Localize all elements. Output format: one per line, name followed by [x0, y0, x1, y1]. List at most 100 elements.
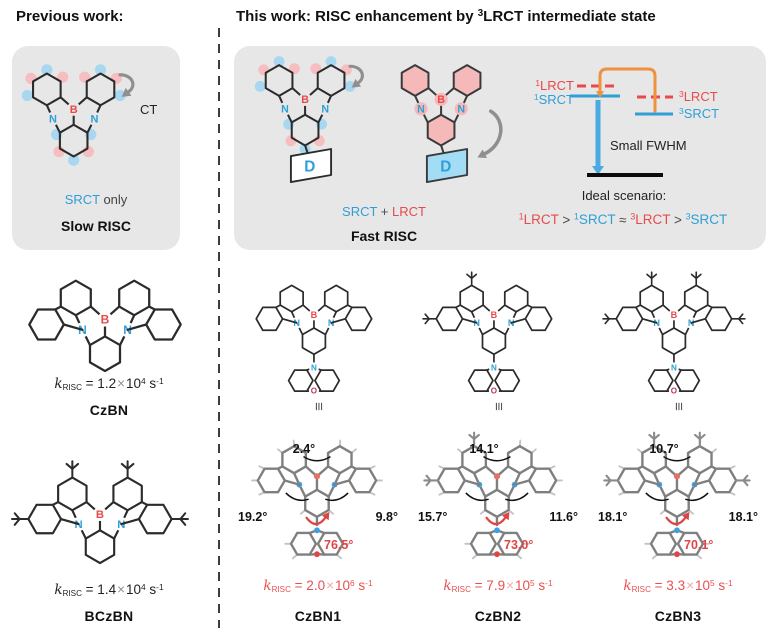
boron-label: B	[437, 94, 445, 106]
srct-only-line: SRCT only	[12, 192, 180, 207]
boron-label: B	[491, 310, 498, 320]
srct-plus-lrct-line: SRCT + LRCT	[234, 204, 534, 219]
bczbn-structure: BN N	[11, 460, 189, 565]
czbn1-crystal-svg	[251, 439, 383, 560]
equivalence-symbol: ≡	[309, 402, 327, 411]
srct-molecule-with-donor: BN N D	[254, 56, 364, 184]
ideal-op-3: >	[670, 212, 686, 228]
triplet-lrct-label: 3LRCT	[679, 89, 718, 105]
small-fwhm-label: Small FWHM	[610, 138, 687, 153]
ideal-term-1: 1LRCT	[518, 212, 559, 228]
boron-label: B	[96, 509, 104, 521]
singlet-srct-label: 1SRCT	[533, 92, 574, 108]
this-work-panel: This work: RISC enhancement by 3LRCT int…	[226, 0, 776, 636]
nitrogen-label: N	[457, 104, 465, 116]
czbn-name: CzBN	[89, 402, 129, 418]
czbn3-2d-structure: BNNNO	[602, 271, 746, 396]
nitrogen-label: N	[417, 104, 425, 116]
czbn3-crystal-svg	[603, 431, 751, 560]
ideal-scenario-title: Ideal scenario:	[581, 188, 667, 203]
ct-label: CT	[140, 102, 158, 117]
czbn2-crystal-svg	[423, 431, 563, 560]
czbn1-angle-left: 19.2°	[238, 510, 268, 524]
nitrogen-label: N	[311, 363, 317, 372]
ideal-term-4: 3SRCT	[685, 212, 728, 228]
ideal-term-3: 3LRCT	[630, 212, 671, 228]
boron-label: B	[671, 310, 678, 320]
czbn1-2d-structure: BNNNO	[255, 284, 373, 396]
ideal-op-1: >	[558, 212, 575, 228]
czbn2-krisc-value: kRISC = 7.9×105 s-1	[443, 578, 553, 595]
lrct-molecule-with-donor: BN N D	[400, 64, 503, 184]
fast-risc-label: Fast RISC	[350, 228, 418, 244]
energy-level-diagram	[570, 67, 673, 177]
boron-label: B	[101, 312, 110, 326]
donor-label: D	[304, 158, 315, 175]
nitrogen-label: N	[321, 104, 329, 116]
srct-text: SRCT	[64, 192, 100, 207]
nitrogen-label: N	[491, 363, 497, 372]
nitrogen-label: N	[75, 519, 83, 531]
previous-work-title: Previous work:	[16, 8, 124, 25]
ideal-scenario-formula: 1LRCT > 1SRCT ≈ 3LRCT > 3SRCT	[499, 212, 747, 227]
donor-label: D	[440, 158, 451, 175]
equivalence-symbol: ≡	[489, 402, 507, 411]
czbn-structure: BNN	[28, 279, 182, 373]
this-work-title: This work: RISC enhancement by 3LRCT int…	[236, 8, 656, 25]
czbn1-name: CzBN1	[294, 608, 342, 624]
plus-text: +	[377, 204, 393, 219]
slow-risc-label: Slow RISC	[60, 218, 131, 234]
oxygen-label: O	[491, 387, 497, 396]
bczbn-krisc-value: kRISC = 1.4×104 s-1	[54, 582, 164, 599]
czbn1-angle-right: 9.8°	[375, 510, 398, 524]
czbn3-krisc-value: kRISC = 3.3×105 s-1	[623, 578, 733, 595]
czbn3-3d-structure: 10.7° 18.1° 18.1° 70.1°	[590, 418, 766, 574]
boron-label: B	[70, 104, 78, 116]
nitrogen-label: N	[90, 114, 98, 126]
czbn1-angle-donor: 76.5°	[324, 538, 354, 552]
compound-czbn3: BNNNO ≡ 10.7° 18.1° 18.1° 70.1° kRISC = …	[590, 260, 766, 636]
czbn2-angle-right: 11.6°	[549, 510, 578, 524]
nitrogen-label: N	[671, 363, 677, 372]
czbn2-angle-left: 15.7°	[418, 510, 448, 524]
czbn3-angle-left: 18.1°	[598, 510, 628, 524]
triplet-srct-label: 3SRCT	[679, 106, 720, 122]
compound-czbn1: BNNNO ≡ 2.4° 19.2° 9.8° 76.5° kRISC = 2.…	[230, 260, 406, 636]
czbn1-angle-top: 2.4°	[292, 442, 316, 456]
lrct-text: LRCT	[392, 204, 426, 219]
bczbn-name: BCzBN	[84, 608, 134, 624]
only-text: only	[99, 192, 128, 207]
czbn2-angle-top: 14.1°	[469, 442, 499, 456]
bn-core-molecule-structure: BN N	[21, 64, 135, 166]
czbn3-angle-right: 18.1°	[728, 510, 758, 524]
nitrogen-label: N	[117, 519, 125, 531]
czbn-krisc-value: kRISC = 1.2×104 s-1	[54, 376, 164, 393]
singlet-lrct-label: 1LRCT	[535, 78, 574, 94]
nitrogen-label: N	[281, 104, 289, 116]
boron-label: B	[301, 94, 309, 106]
czbn3-angle-donor: 70.1°	[684, 538, 714, 552]
czbn1-krisc-value: kRISC = 2.0×106 s-1	[263, 578, 373, 595]
czbn2-angle-donor: 73.0°	[504, 538, 534, 552]
title-pre: This work: RISC enhancement by	[236, 8, 478, 25]
ideal-term-2: 1SRCT	[574, 212, 616, 228]
czbn2-3d-structure: 14.1° 15.7° 11.6° 73.0°	[410, 418, 586, 574]
czbn2-name: CzBN2	[474, 608, 522, 624]
boron-label: B	[311, 310, 318, 320]
title-post: LRCT intermediate state	[483, 8, 656, 25]
nitrogen-label: N	[49, 114, 57, 126]
title-sup: 3	[477, 8, 484, 20]
czbn3-angle-top: 10.7°	[649, 442, 679, 456]
czbn1-3d-structure: 2.4° 19.2° 9.8° 76.5°	[230, 418, 406, 574]
ideal-op-2: ≈	[615, 212, 631, 228]
oxygen-label: O	[671, 387, 677, 396]
czbn3-name: CzBN3	[654, 608, 702, 624]
czbn2-2d-structure: BNNNO	[422, 271, 553, 396]
oxygen-label: O	[311, 387, 317, 396]
compound-czbn2: BNNNO ≡ 14.1° 15.7° 11.6° 73.0° kRISC = …	[410, 260, 586, 636]
equivalence-symbol: ≡	[669, 402, 687, 411]
